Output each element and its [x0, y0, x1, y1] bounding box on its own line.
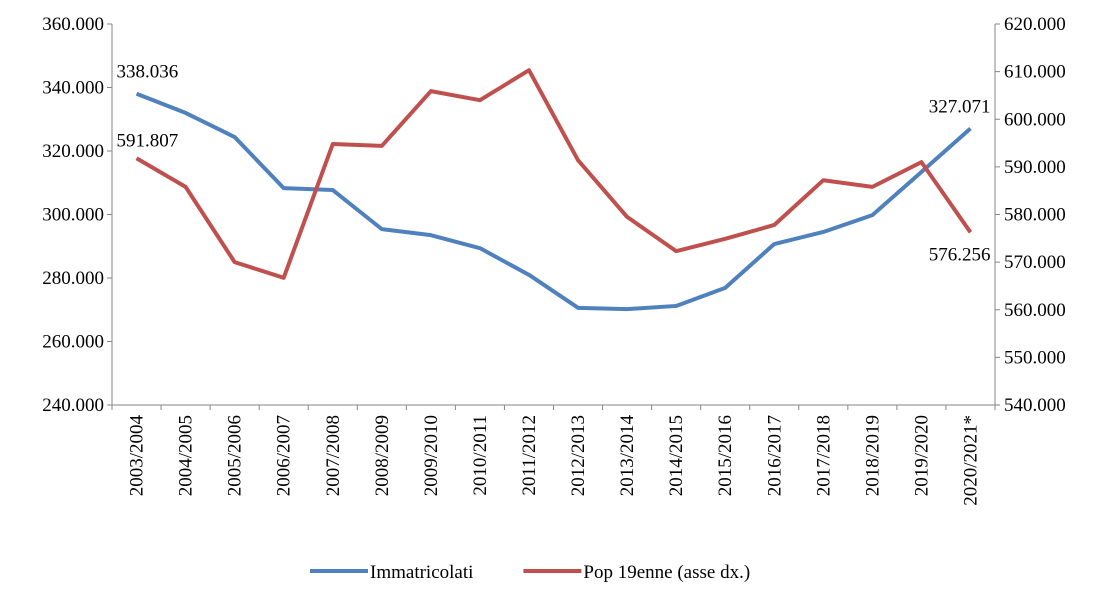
x-tick-label: 2018/2019 [862, 415, 883, 496]
x-tick-label: 2011/2012 [519, 415, 540, 496]
x-tick-label: 2007/2008 [323, 415, 344, 496]
x-tick-label: 2003/2004 [127, 415, 148, 497]
data-label: 591.807 [117, 130, 179, 151]
y-tick-label: 360.000 [42, 14, 104, 35]
legend-label: Immatricolati [370, 562, 473, 583]
y-tick-label: 260.000 [42, 332, 104, 353]
y2-tick-label: 610.000 [1004, 62, 1066, 83]
x-tick-label: 2005/2006 [225, 415, 246, 496]
data-label: 327.071 [929, 97, 991, 118]
x-tick-label: 2004/2005 [176, 415, 197, 496]
x-tick-label: 2019/2020 [911, 415, 932, 496]
series-line [135, 91, 972, 312]
y-tick-label: 320.000 [42, 141, 104, 162]
y-tick-label: 300.000 [42, 205, 104, 226]
x-tick-label: 2010/2011 [470, 415, 491, 496]
x-tick-label: 2009/2010 [421, 415, 442, 496]
x-tick-label: 2015/2016 [715, 415, 736, 496]
x-tick-label: 2016/2017 [764, 415, 785, 496]
y2-tick-label: 590.000 [1004, 157, 1066, 178]
x-tick-label: 2008/2009 [372, 415, 393, 496]
x-tick-label: 2006/2007 [274, 415, 295, 496]
y-tick-label: 280.000 [42, 268, 104, 289]
y-tick-label: 240.000 [42, 395, 104, 416]
data-label: 338.036 [117, 62, 179, 83]
legend-label: Pop 19enne (asse dx.) [583, 562, 750, 583]
y2-tick-label: 570.000 [1004, 252, 1066, 273]
y2-tick-label: 540.000 [1004, 395, 1066, 416]
data-label: 576.256 [929, 244, 991, 265]
x-tick-label: 2020/2021* [960, 415, 981, 506]
y-tick-label: 340.000 [42, 78, 104, 99]
x-tick-label: 2013/2014 [617, 415, 638, 497]
x-tick-label: 2017/2018 [813, 415, 834, 496]
y2-tick-label: 550.000 [1004, 347, 1066, 368]
y2-tick-label: 620.000 [1004, 14, 1066, 35]
y2-tick-label: 560.000 [1004, 300, 1066, 321]
y2-tick-label: 600.000 [1004, 109, 1066, 130]
series-line [135, 68, 973, 280]
y2-tick-label: 580.000 [1004, 205, 1066, 226]
x-tick-label: 2012/2013 [568, 415, 589, 496]
x-tick-label: 2014/2015 [666, 415, 687, 496]
